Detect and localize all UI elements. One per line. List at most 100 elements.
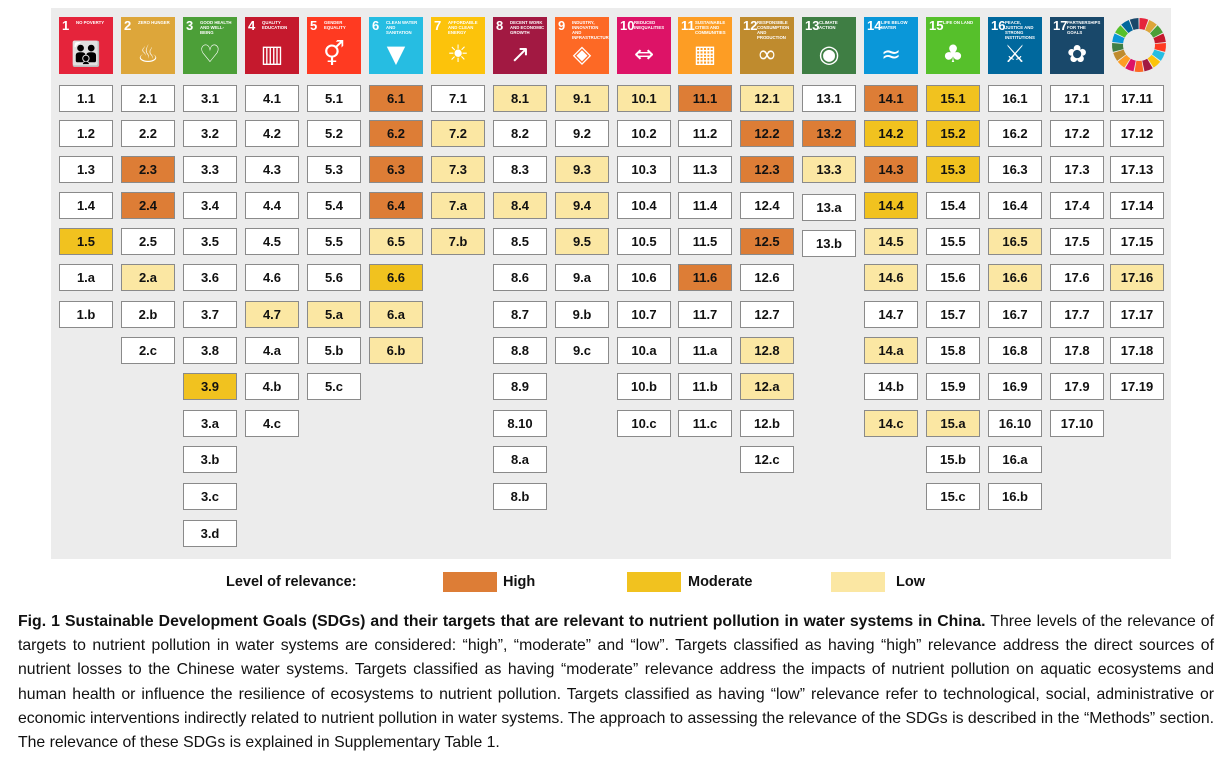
target-cell: 2.3 (121, 156, 175, 183)
book-icon: ▥ (260, 40, 284, 68)
goal-number: 7 (434, 18, 442, 33)
target-cell: 7.b (431, 228, 485, 255)
target-cell: 7.3 (431, 156, 485, 183)
target-cell: 13.a (802, 194, 856, 221)
partnership-flower-icon: ✿ (1066, 40, 1088, 68)
sdg-goal-1-icon: 1 NO POVERTY 👪 (59, 17, 113, 74)
dove-icon: ⚔ (1004, 40, 1026, 68)
goal-number: 14 (867, 18, 882, 33)
target-cell: 17.6 (1050, 264, 1104, 291)
goal-number: 17 (1053, 18, 1068, 33)
target-cell: 14.2 (864, 120, 918, 147)
target-cell: 16.a (988, 446, 1042, 473)
target-cell: 5.4 (307, 192, 361, 219)
legend-title: Level of relevance: (226, 574, 357, 590)
target-cell: 2.2 (121, 120, 175, 147)
target-cell: 12.1 (740, 85, 794, 112)
target-cell: 13.b (802, 230, 856, 257)
target-cell: 17.18 (1110, 337, 1164, 364)
target-cell: 15.1 (926, 85, 980, 112)
target-cell: 15.5 (926, 228, 980, 255)
target-cell: 10.b (617, 373, 671, 400)
wheel-segment (1121, 20, 1133, 33)
target-cell: 16.1 (988, 85, 1042, 112)
target-cell: 4.4 (245, 192, 299, 219)
target-cell: 14.1 (864, 85, 918, 112)
goal-title: CLEAN WATER AND SANITATION (386, 20, 418, 35)
target-cell: 11.2 (678, 120, 732, 147)
legend-label-high: High (503, 574, 536, 590)
target-cell: 17.16 (1110, 264, 1164, 291)
target-cell: 9.5 (555, 228, 609, 255)
goal-title: CLIMATE ACTION (819, 20, 838, 30)
target-cell: 8.2 (493, 120, 547, 147)
target-cell: 6.b (369, 337, 423, 364)
target-cell: 15.a (926, 410, 980, 437)
figure-panel (51, 8, 1171, 559)
target-cell: 17.11 (1110, 85, 1164, 112)
target-cell: 1.3 (59, 156, 113, 183)
target-cell: 3.8 (183, 337, 237, 364)
target-cell: 6.1 (369, 85, 423, 112)
target-cell: 9.3 (555, 156, 609, 183)
target-cell: 7.2 (431, 120, 485, 147)
goal-title: LIFE BELOW WATER (881, 20, 908, 30)
target-cell: 13.3 (802, 156, 856, 183)
target-cell: 17.17 (1110, 301, 1164, 328)
caption-lead: Fig. 1 Sustainable Development Goals (SD… (18, 613, 986, 630)
target-cell: 4.7 (245, 301, 299, 328)
target-cell: 1.b (59, 301, 113, 328)
target-cell: 6.4 (369, 192, 423, 219)
target-cell: 12.8 (740, 337, 794, 364)
growth-chart-icon: ↗ (509, 40, 531, 68)
sdg-goal-11-icon: 11 SUSTAINABLE CITIES AND COMMUNITIES ▦ (678, 17, 732, 74)
target-cell: 11.c (678, 410, 732, 437)
target-cell: 14.4 (864, 192, 918, 219)
target-cell: 14.3 (864, 156, 918, 183)
wheel-segment (1150, 25, 1163, 38)
target-cell: 12.6 (740, 264, 794, 291)
target-cell: 8.7 (493, 301, 547, 328)
tree-icon: ♣ (942, 40, 964, 68)
target-cell: 6.3 (369, 156, 423, 183)
city-icon: ▦ (693, 40, 717, 68)
target-cell: 17.3 (1050, 156, 1104, 183)
target-cell: 17.19 (1110, 373, 1164, 400)
target-cell: 3.d (183, 520, 237, 547)
target-cell: 16.9 (988, 373, 1042, 400)
wheel-segment (1147, 54, 1161, 68)
target-cell: 5.3 (307, 156, 361, 183)
target-cell: 1.a (59, 264, 113, 291)
goal-number: 8 (496, 18, 504, 33)
target-cell: 16.b (988, 483, 1042, 510)
target-cell: 3.2 (183, 120, 237, 147)
target-cell: 17.13 (1110, 156, 1164, 183)
target-cell: 15.b (926, 446, 980, 473)
target-cell: 4.b (245, 373, 299, 400)
target-cell: 12.b (740, 410, 794, 437)
target-cell: 11.5 (678, 228, 732, 255)
target-cell: 4.c (245, 410, 299, 437)
target-cell: 2.b (121, 301, 175, 328)
cubes-icon: ◈ (572, 40, 592, 68)
target-cell: 8.10 (493, 410, 547, 437)
wheel-segment (1117, 54, 1131, 68)
sdg-goal-16-icon: 16 PEACE, JUSTICE AND STRONG INSTITUTIONS… (988, 17, 1042, 74)
target-cell: 16.5 (988, 228, 1042, 255)
target-cell: 15.6 (926, 264, 980, 291)
target-cell: 10.7 (617, 301, 671, 328)
goal-title: GOOD HEALTH AND WELL-BEING (200, 20, 232, 35)
target-cell: 6.5 (369, 228, 423, 255)
sdg-goal-7-icon: 7 AFFORDABLE AND CLEAN ENERGY ☀ (431, 17, 485, 74)
target-cell: 10.6 (617, 264, 671, 291)
goal-title: LIFE ON LAND (943, 20, 974, 25)
target-cell: 6.a (369, 301, 423, 328)
legend-swatch-high (443, 572, 497, 592)
target-cell: 8.9 (493, 373, 547, 400)
goal-number: 4 (248, 18, 256, 33)
target-cell: 12.7 (740, 301, 794, 328)
target-cell: 2.4 (121, 192, 175, 219)
target-cell: 10.a (617, 337, 671, 364)
goal-number: 16 (991, 18, 1006, 33)
target-cell: 7.a (431, 192, 485, 219)
